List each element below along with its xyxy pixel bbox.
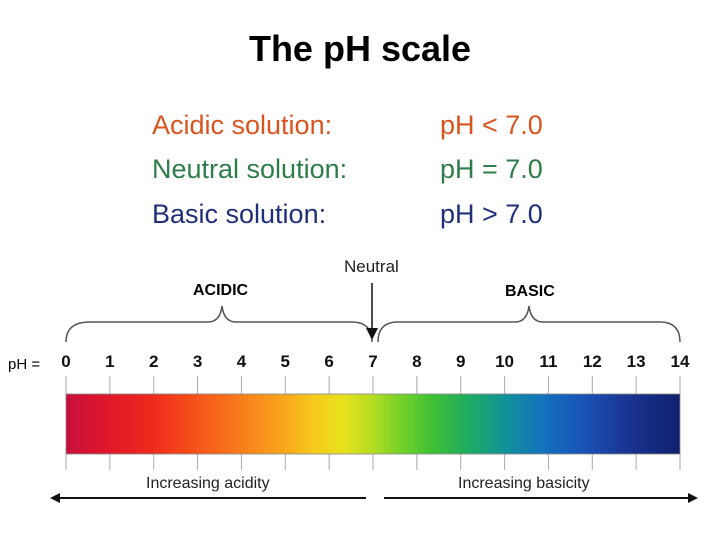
acidic-definition-label: Acidic solution:: [152, 110, 333, 140]
tick-label-3: 3: [192, 352, 203, 371]
acidic-definition-value: pH < 7.0: [440, 110, 543, 140]
tick-label-1: 1: [105, 352, 115, 371]
ph-bar-outline: [65, 393, 681, 455]
acidic-label: ACIDIC: [193, 282, 249, 299]
increasing-acidity-label: Increasing acidity: [146, 475, 270, 492]
basic-definition-label: Basic solution:: [152, 199, 327, 229]
tick-label-2: 2: [148, 352, 159, 371]
ph-prefix-label: pH =: [8, 356, 41, 373]
acidic-brace: [65, 305, 373, 343]
neutral-definition-label: Neutral solution:: [152, 154, 348, 184]
tick-label-11: 11: [539, 352, 558, 371]
tick-label-5: 5: [280, 352, 291, 371]
tick-marks-top: [65, 376, 681, 394]
basic-label: BASIC: [505, 283, 555, 300]
tick-label-6: 6: [324, 352, 334, 371]
tick-label-8: 8: [412, 352, 422, 371]
tick-marks-bottom: [65, 454, 681, 470]
ph-color-bar: [66, 394, 680, 454]
acidity-arrow-head: [50, 493, 60, 503]
tick-label-13: 13: [626, 352, 646, 371]
tick-label-7: 7: [368, 352, 378, 371]
neutral-label: Neutral: [344, 257, 399, 276]
page-title: The pH scale: [248, 28, 472, 69]
basic-definition-value: pH > 7.0: [440, 199, 543, 229]
basic-brace: [377, 305, 681, 343]
tick-label-4: 4: [236, 352, 247, 371]
increasing-basicity-label: Increasing basicity: [458, 475, 590, 492]
neutral-arrow-head: [366, 328, 378, 340]
tick-label-0: 0: [61, 352, 71, 371]
tick-label-9: 9: [455, 352, 466, 371]
tick-label-12: 12: [582, 352, 602, 371]
basicity-arrow-head: [688, 493, 698, 503]
tick-label-14: 14: [670, 352, 690, 371]
neutral-definition-value: pH = 7.0: [440, 154, 543, 184]
tick-label-10: 10: [495, 352, 515, 371]
